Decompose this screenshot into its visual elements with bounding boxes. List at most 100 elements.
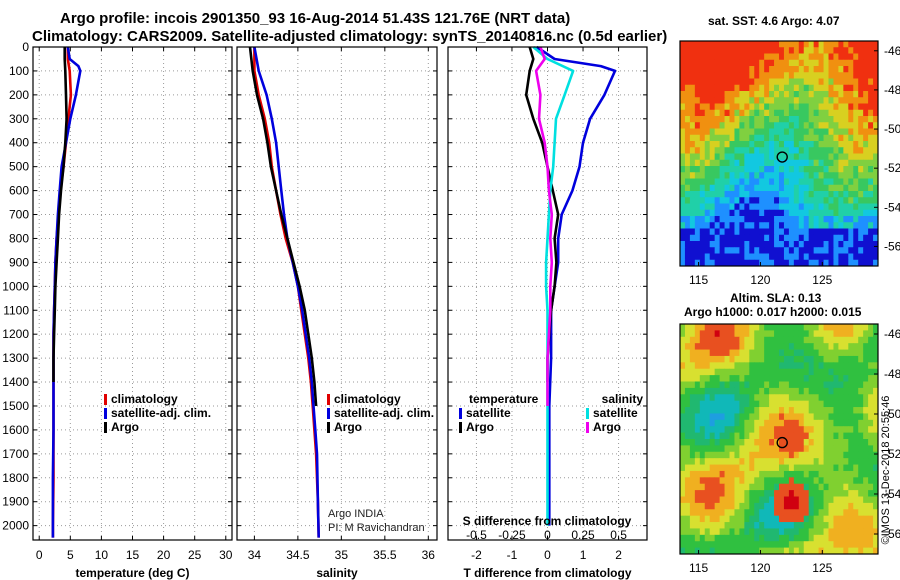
sla-map-cell	[704, 394, 711, 402]
sst-map-cell	[868, 159, 874, 167]
sst-map-cell	[729, 116, 735, 123]
sla-map-cell	[680, 451, 686, 459]
sst-map-cell	[749, 166, 755, 173]
sla-map-cell	[714, 324, 720, 331]
sst-map-cell	[818, 203, 824, 211]
sst-map-cell	[783, 66, 790, 73]
sst-map-cell	[838, 209, 844, 217]
sla-map-cell	[823, 381, 829, 389]
sst-map-cell	[769, 209, 775, 217]
sla-map-cell	[853, 451, 859, 459]
sst-map-cell	[699, 47, 706, 54]
sst-map-cell	[873, 172, 879, 179]
sst-map-cell	[813, 116, 819, 123]
sst-map-cell	[764, 72, 770, 79]
sla-map-cell	[744, 362, 750, 370]
sla-map-cell	[803, 483, 810, 491]
sst-map-cell	[704, 222, 711, 229]
sla-map-cell	[729, 407, 735, 414]
salinity-xlabel: salinity	[316, 566, 358, 580]
sla-map-cell	[793, 336, 800, 344]
sla-map-cell	[729, 515, 735, 523]
sla-map-cell	[873, 528, 879, 536]
sla-map-cell	[769, 413, 775, 421]
difference-top-label: S difference from climatology	[463, 514, 632, 528]
sst-map-cell	[843, 147, 849, 154]
sla-map-cell	[838, 528, 844, 536]
sla-map-cell	[783, 368, 790, 376]
sst-map-cell	[838, 66, 844, 73]
sla-map-cell	[808, 413, 815, 421]
sst-map-cell	[848, 97, 854, 104]
sst-map-cell	[774, 84, 780, 92]
sst-map-cell	[709, 222, 716, 229]
sst-map-cell	[848, 191, 854, 198]
sla-map-cell	[873, 413, 879, 421]
sla-map-cell	[744, 547, 750, 555]
sla-map-cell	[719, 368, 725, 376]
sst-map-cell	[848, 153, 854, 161]
sla-map-cell	[788, 483, 795, 491]
sla-map-cell	[863, 413, 869, 421]
sla-map-cell	[823, 355, 829, 363]
sst-map-cell	[769, 134, 775, 142]
sst-map-cell	[709, 228, 716, 236]
sla-map-ytick-label: -48	[884, 367, 900, 381]
sla-map-cell	[694, 324, 701, 331]
sst-map-cell	[858, 47, 864, 54]
sla-map-cell	[709, 477, 716, 485]
sst-map-cell	[783, 97, 790, 104]
sst-map-cell	[843, 109, 849, 117]
sla-map-cell	[764, 534, 770, 542]
sst-map-cell	[848, 147, 854, 154]
sst-map-cell	[823, 209, 829, 217]
sst-map-cell	[863, 153, 869, 161]
sla-map-cell	[818, 324, 824, 331]
sst-map-cell	[729, 159, 735, 167]
sst-map-cell	[724, 253, 730, 261]
sst-map-cell	[749, 53, 755, 61]
sla-map-cell	[853, 330, 859, 338]
sla-map-cell	[714, 541, 720, 549]
sla-map-cell	[719, 445, 725, 453]
sst-map-cell	[873, 53, 879, 61]
sst-map-cell	[793, 184, 800, 192]
sla-map-cell	[838, 400, 844, 408]
sla-map-cell	[724, 515, 730, 523]
sla-map-cell	[788, 362, 795, 370]
sst-map-cell	[788, 41, 795, 48]
sla-map-cell	[724, 355, 730, 363]
sla-map-cell	[838, 387, 844, 395]
sst-map-cell	[699, 122, 706, 129]
sst-map-cell	[838, 122, 844, 129]
sst-map-cell	[803, 197, 810, 204]
temperature-xtick-label: 20	[157, 548, 171, 562]
sla-map-cell	[818, 336, 824, 344]
sla-map-cell	[709, 394, 716, 402]
sla-map-cell	[680, 496, 686, 504]
temperature-ytick-label: 900	[9, 255, 29, 269]
sst-map-cell	[769, 147, 775, 154]
sst-map-cell	[769, 222, 775, 229]
sla-map-cell	[694, 336, 701, 344]
sla-map-cell	[709, 432, 716, 440]
sla-map-cell	[863, 375, 869, 382]
sla-map-cell	[699, 419, 706, 427]
sla-map-cell	[754, 387, 760, 395]
sst-map-cell	[739, 53, 745, 61]
sst-map-cell	[868, 253, 874, 261]
sst-map-cell	[793, 53, 800, 61]
sst-map-cell	[863, 97, 869, 104]
sla-map-cell	[818, 509, 824, 517]
sst-map-cell	[779, 78, 785, 86]
sst-map-cell	[734, 134, 740, 142]
sst-map-cell	[813, 253, 819, 261]
sst-map-cell	[734, 209, 740, 217]
sst-map-cell	[694, 72, 701, 79]
sla-map-cell	[838, 483, 844, 491]
sla-map-cell	[714, 464, 720, 472]
sst-map-cell	[868, 103, 874, 111]
sst-map-cell	[694, 128, 701, 136]
sst-map-cell	[734, 91, 740, 98]
sst-map-cell	[744, 222, 750, 229]
